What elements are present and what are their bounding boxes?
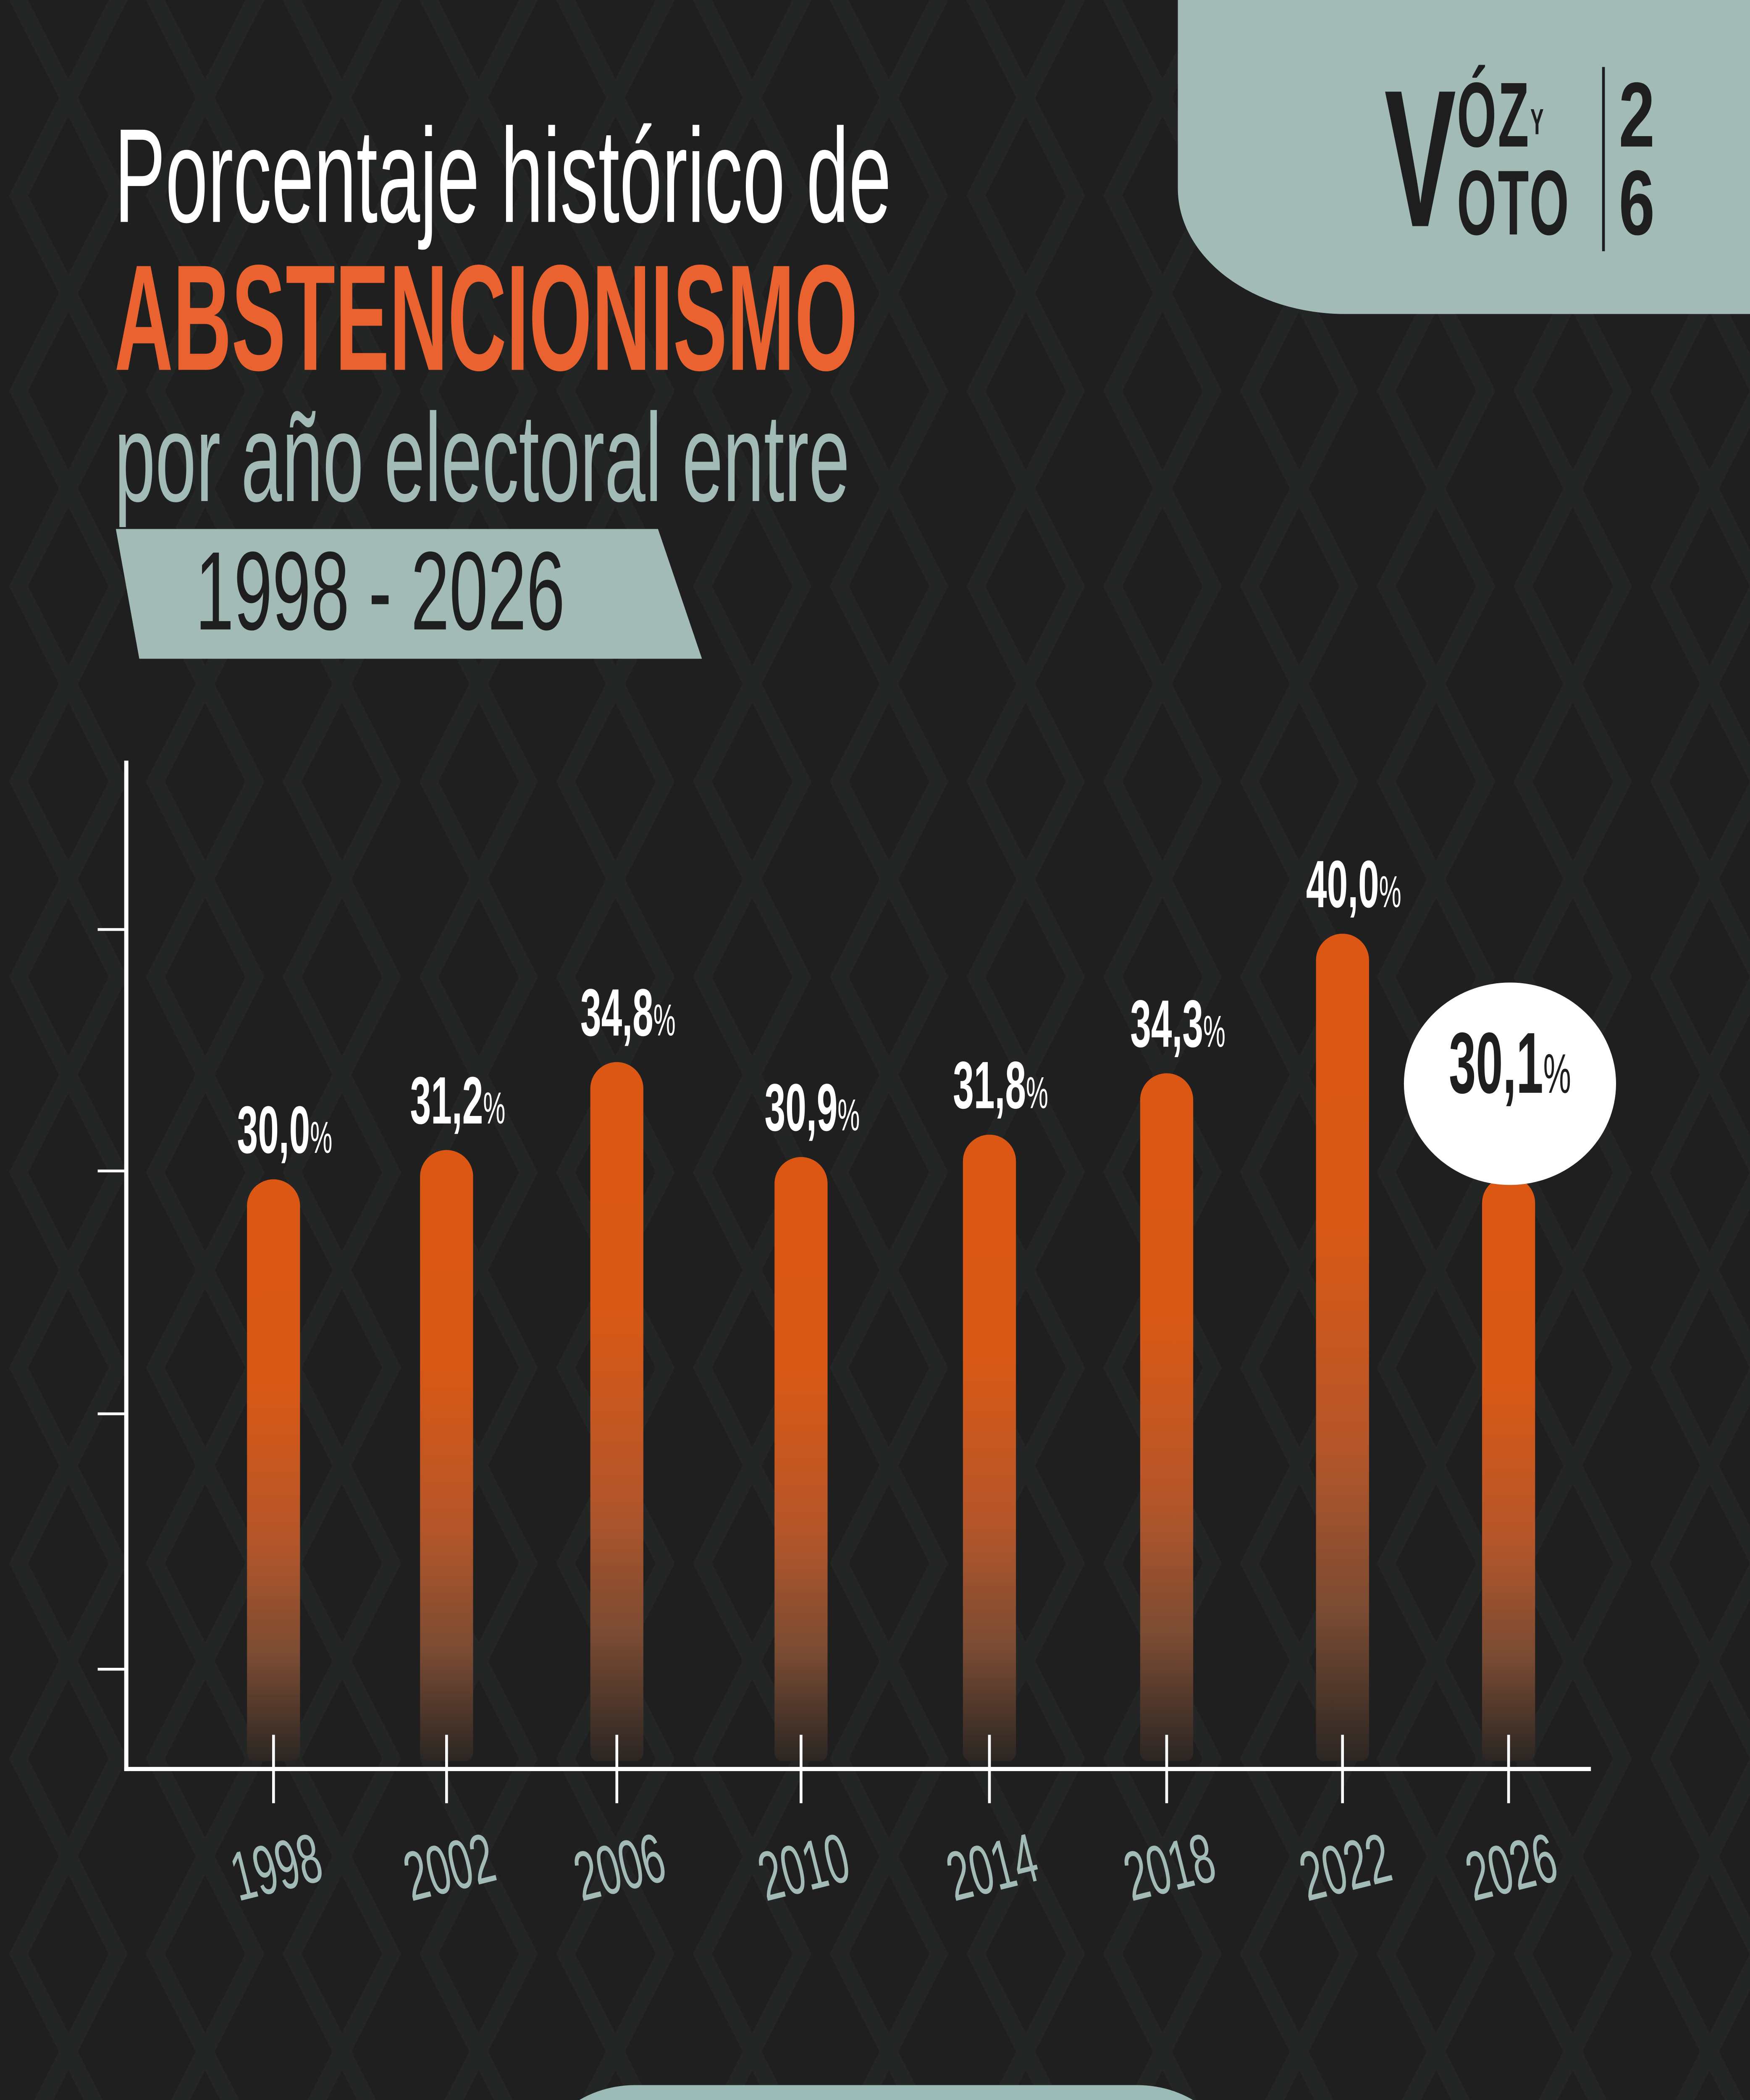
value-unit: % — [310, 1112, 333, 1163]
y-axis — [124, 761, 129, 1771]
logo-words: ÓZY OTO — [1457, 69, 1571, 254]
x-tick — [1341, 1735, 1344, 1803]
value-unit: % — [1026, 1068, 1048, 1118]
value-label-1998: 30,0% — [237, 1093, 332, 1170]
logo-divider — [1602, 67, 1605, 252]
y-tick — [97, 1412, 126, 1415]
value-number: 30,0 — [237, 1094, 310, 1168]
x-tick — [615, 1735, 619, 1803]
title-line-3: por año electoral entre — [114, 389, 850, 529]
logo-year-bottom: 6 — [1619, 150, 1655, 254]
year-range-banner — [115, 529, 702, 659]
logo-connector: Y — [1530, 101, 1545, 143]
value-number: 40,0 — [1306, 848, 1379, 923]
logo-badge-background — [1178, 0, 1750, 314]
highlight-number: 30,1 — [1449, 1016, 1543, 1113]
logo-v-mark: V — [1384, 49, 1456, 268]
x-tick — [445, 1735, 448, 1803]
bar-1998 — [247, 1179, 300, 1761]
highlight-value: 30,1% — [1449, 1015, 1571, 1114]
value-label-2014: 31,8% — [953, 1049, 1048, 1126]
y-tick — [97, 1169, 126, 1173]
logo-word-voz: ÓZ — [1457, 63, 1531, 167]
y-tick — [97, 928, 126, 931]
highlight-unit: % — [1543, 1044, 1571, 1105]
logo-word-voto: OTO — [1457, 150, 1571, 254]
highlight-bubble — [1404, 982, 1616, 1185]
x-axis — [124, 1767, 1591, 1771]
value-number: 34,3 — [1130, 988, 1204, 1063]
bar-2010 — [774, 1157, 828, 1761]
value-number: 34,8 — [580, 976, 653, 1050]
bar-2022 — [1316, 934, 1369, 1761]
value-number: 31,2 — [410, 1065, 483, 1139]
value-label-2022: 40,0% — [1306, 847, 1401, 924]
value-label-2018: 34,3% — [1130, 987, 1225, 1064]
value-number: 30,9 — [764, 1072, 838, 1146]
value-unit: % — [837, 1090, 860, 1141]
x-tick — [1507, 1735, 1510, 1803]
voz-y-voto-26-logo: V ÓZY OTO 2 6 — [1384, 61, 1677, 257]
credits-footer: Fuente: TSE Diseño: Annette Miralles — [537, 2085, 1235, 2100]
bar-2018 — [1140, 1074, 1194, 1761]
x-tick — [800, 1735, 803, 1803]
bar-2026 — [1482, 1177, 1535, 1761]
title-keyword: ABSTENCIONISMO — [114, 233, 858, 402]
value-unit: % — [1203, 1006, 1226, 1057]
x-tick — [272, 1735, 275, 1803]
value-unit: % — [483, 1083, 506, 1133]
x-tick — [1165, 1735, 1168, 1803]
logo-year-top: 2 — [1619, 63, 1655, 167]
logo-year: 2 6 — [1619, 63, 1655, 254]
value-label-2006: 34,8% — [580, 975, 676, 1052]
value-unit: % — [1379, 866, 1401, 917]
year-range-label: 1998 - 2026 — [195, 529, 565, 654]
y-tick — [97, 1667, 126, 1671]
title-line-1: Porcentaje histórico de — [114, 102, 892, 252]
value-label-2002: 31,2% — [410, 1063, 506, 1140]
value-number: 31,8 — [953, 1050, 1026, 1124]
bar-2014 — [963, 1135, 1016, 1761]
x-tick — [988, 1735, 991, 1803]
value-label-2010: 30,9% — [765, 1071, 860, 1147]
value-unit: % — [653, 994, 676, 1045]
bar-2006 — [590, 1061, 643, 1761]
bar-2002 — [420, 1150, 473, 1761]
